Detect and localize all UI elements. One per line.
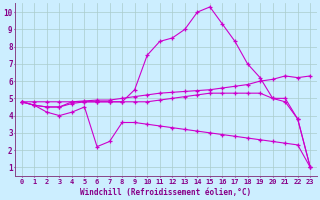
X-axis label: Windchill (Refroidissement éolien,°C): Windchill (Refroidissement éolien,°C) xyxy=(80,188,252,197)
